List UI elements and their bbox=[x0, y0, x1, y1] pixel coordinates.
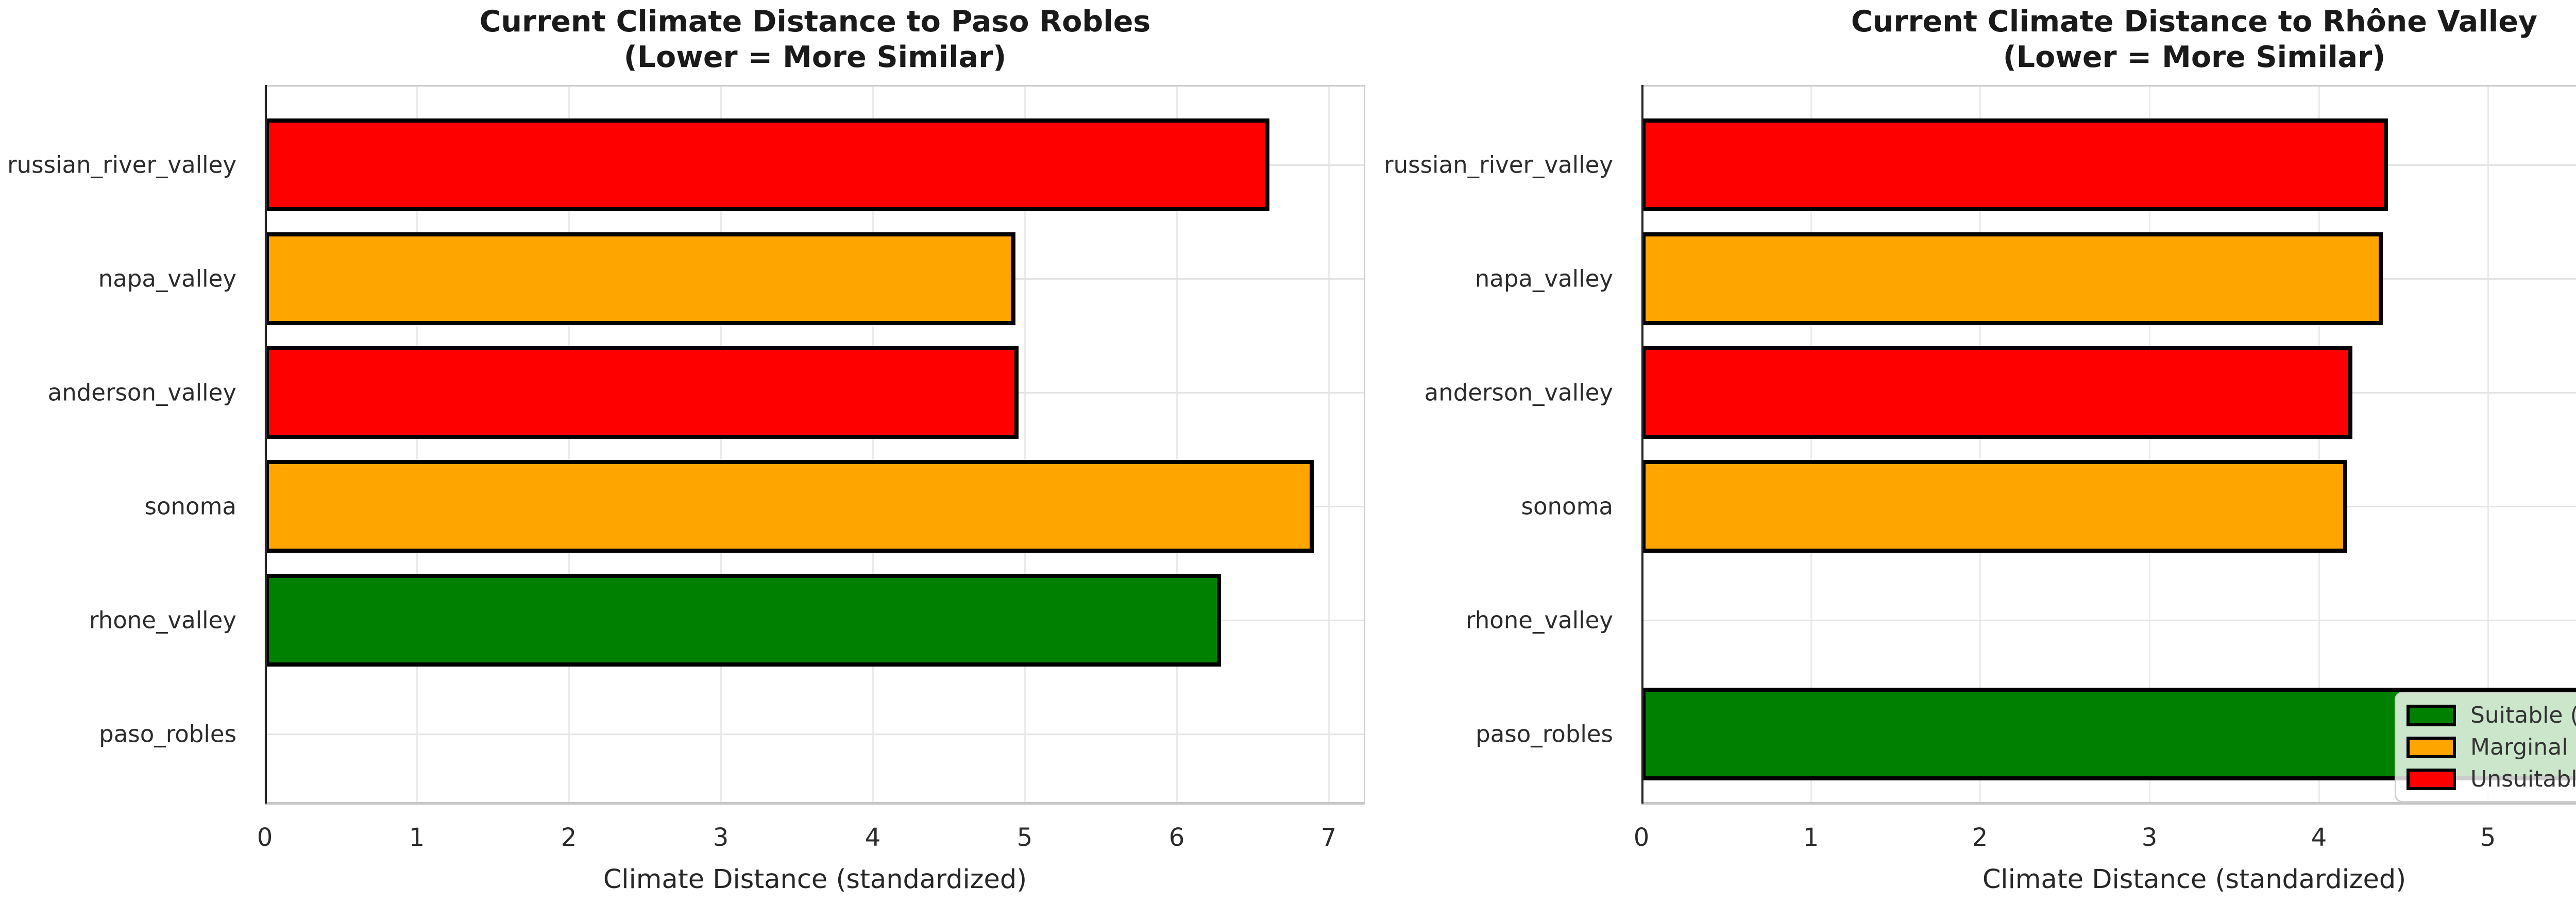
chart-title-left-line2: (Lower = More Similar) bbox=[623, 40, 1007, 74]
legend-item-marginal: Marginal bbox=[2406, 734, 2576, 760]
x-tick-label-5: 5 bbox=[1016, 823, 1033, 852]
legend: Suitable (Rhône) Marginal Unsuitable (Too … bbox=[2395, 692, 2576, 803]
x-tick-label-4: 4 bbox=[865, 823, 881, 852]
gridline-x-1 bbox=[416, 85, 418, 804]
bar-russian_river_valley bbox=[1641, 118, 2388, 211]
gridline-x-6 bbox=[1176, 85, 1178, 804]
legend-swatch-suitable-icon bbox=[2406, 704, 2456, 726]
axis-spine-bottom-0 bbox=[265, 802, 1365, 805]
axis-spine-bottom-1 bbox=[1641, 802, 2576, 805]
y-tick-label-sonoma: sonoma bbox=[144, 492, 236, 520]
y-tick-label-rhone_valley: rhone_valley bbox=[1466, 606, 1613, 634]
legend-item-unsuitable: Unsuitable (Too Cool) bbox=[2406, 766, 2576, 792]
x-tick-label-2: 2 bbox=[1972, 823, 1988, 852]
legend-label-marginal: Marginal bbox=[2470, 734, 2568, 760]
y-tick-label-anderson_valley: anderson_valley bbox=[47, 379, 236, 406]
bar-sonoma bbox=[1641, 460, 2347, 553]
gridline-x-2 bbox=[568, 85, 570, 804]
legend-label-unsuitable: Unsuitable (Too Cool) bbox=[2470, 766, 2576, 792]
axis-spine-left-0 bbox=[265, 85, 267, 804]
y-tick-label-rhone_valley: rhone_valley bbox=[89, 606, 236, 634]
legend-swatch-marginal-icon bbox=[2406, 736, 2456, 758]
bar-anderson_valley bbox=[265, 346, 1019, 439]
y-tick-label-napa_valley: napa_valley bbox=[1475, 265, 1613, 293]
x-tick-label-0: 0 bbox=[257, 823, 273, 852]
bar-sonoma bbox=[265, 460, 1314, 553]
y-tick-label-russian_river_valley: russian_river_valley bbox=[7, 151, 236, 179]
gridline-x-5 bbox=[1024, 85, 1026, 804]
x-tick-label-5: 5 bbox=[2480, 823, 2496, 852]
axis-spine-top-1 bbox=[1641, 85, 2576, 87]
chart-title-left-line1: Current Climate Distance to Paso Robles bbox=[479, 5, 1151, 39]
x-tick-label-1: 1 bbox=[1803, 823, 1819, 852]
x-tick-label-2: 2 bbox=[561, 823, 577, 852]
x-axis-label-left: Climate Distance (standardized) bbox=[603, 864, 1027, 895]
legend-swatch-unsuitable-icon bbox=[2406, 768, 2456, 790]
gridline-x-2 bbox=[1979, 85, 1981, 804]
chart-title-right: Current Climate Distance to Rhône Valley… bbox=[1641, 4, 2576, 75]
y-tick-label-russian_river_valley: russian_river_valley bbox=[1384, 151, 1613, 179]
gridline-x-1 bbox=[1810, 85, 1812, 804]
bar-rhone_valley bbox=[265, 574, 1221, 667]
bar-napa_valley bbox=[1641, 232, 2383, 325]
gridline-y-rhone_valley bbox=[1641, 620, 2576, 621]
gridline-x-3 bbox=[720, 85, 722, 804]
y-tick-label-sonoma: sonoma bbox=[1521, 492, 1613, 520]
plot-area-right bbox=[1641, 85, 2576, 805]
gridline-x-4 bbox=[872, 85, 874, 804]
chart-title-left: Current Climate Distance to Paso Robles … bbox=[265, 4, 1365, 75]
y-tick-label-anderson_valley: anderson_valley bbox=[1424, 379, 1613, 406]
bar-napa_valley bbox=[265, 232, 1015, 325]
x-tick-label-4: 4 bbox=[2311, 823, 2327, 852]
x-tick-label-6: 6 bbox=[1168, 823, 1185, 852]
y-tick-label-paso_robles: paso_robles bbox=[1476, 720, 1613, 748]
plot-area-left bbox=[264, 85, 1365, 805]
chart-title-right-line1: Current Climate Distance to Rhône Valley bbox=[1851, 5, 2538, 39]
x-tick-label-3: 3 bbox=[2141, 823, 2158, 852]
gridline-x-5 bbox=[2487, 85, 2489, 804]
gridline-x-4 bbox=[2318, 85, 2320, 804]
legend-item-suitable: Suitable (Rhône) bbox=[2406, 702, 2576, 728]
x-axis-label-right: Climate Distance (standardized) bbox=[1982, 864, 2406, 895]
gridline-x-7 bbox=[1328, 85, 1330, 804]
x-tick-label-1: 1 bbox=[409, 823, 425, 852]
axis-spine-top-0 bbox=[265, 85, 1365, 87]
axis-spine-left-1 bbox=[1641, 85, 1643, 804]
bar-anderson_valley bbox=[1641, 346, 2352, 439]
gridline-y-paso_robles bbox=[265, 734, 1365, 735]
y-tick-label-paso_robles: paso_robles bbox=[99, 720, 236, 748]
axis-spine-right-0 bbox=[1364, 85, 1365, 804]
legend-label-suitable: Suitable (Rhône) bbox=[2470, 702, 2576, 728]
x-tick-label-0: 0 bbox=[1633, 823, 1650, 852]
bar-russian_river_valley bbox=[265, 118, 1269, 211]
gridline-x-3 bbox=[2149, 85, 2150, 804]
y-tick-label-napa_valley: napa_valley bbox=[98, 265, 236, 293]
chart-title-right-line2: (Lower = More Similar) bbox=[2003, 40, 2386, 74]
x-tick-label-7: 7 bbox=[1320, 823, 1337, 852]
x-tick-label-3: 3 bbox=[713, 823, 729, 852]
